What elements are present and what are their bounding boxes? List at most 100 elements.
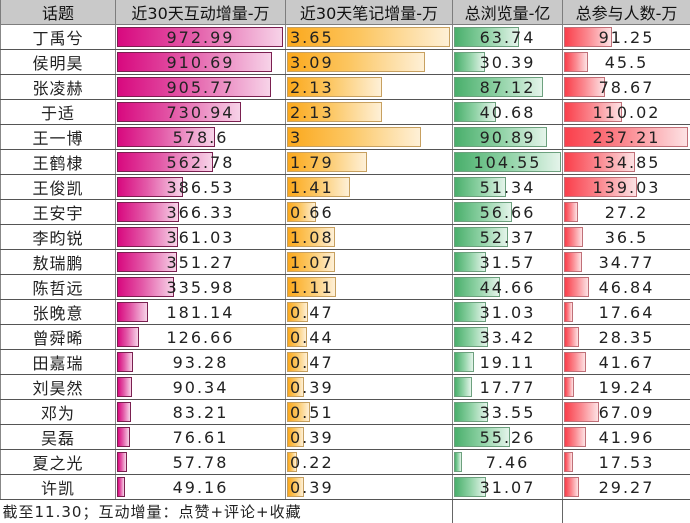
participants-cell: 139.03 bbox=[563, 175, 690, 200]
notes-cell: 3 bbox=[286, 125, 453, 150]
topic-name: 刘昊然 bbox=[1, 375, 116, 400]
header-interaction: 近30天互动增量-万 bbox=[116, 0, 286, 25]
participants-cell: 34.77 bbox=[563, 250, 690, 275]
notes-cell: 0.22 bbox=[286, 450, 453, 475]
views-cell: 56.66 bbox=[453, 200, 563, 225]
notes-cell: 2.13 bbox=[286, 75, 453, 100]
interaction-cell: 57.78 bbox=[116, 450, 286, 475]
interaction-cell: 126.66 bbox=[116, 325, 286, 350]
interaction-value: 181.14 bbox=[116, 302, 285, 323]
interaction-value: 361.03 bbox=[116, 227, 285, 248]
participants-cell: 110.02 bbox=[563, 100, 690, 125]
views-cell: 33.42 bbox=[453, 325, 563, 350]
topic-name: 丁禹兮 bbox=[1, 25, 116, 50]
views-cell: 31.03 bbox=[453, 300, 563, 325]
topic-name: 吴磊 bbox=[1, 425, 116, 450]
participants-cell: 41.96 bbox=[563, 425, 690, 450]
views-value: 19.11 bbox=[453, 352, 562, 373]
interaction-value: 905.77 bbox=[116, 77, 285, 98]
notes-cell: 2.13 bbox=[286, 100, 453, 125]
topic-name: 王一博 bbox=[1, 125, 116, 150]
participants-cell: 134.85 bbox=[563, 150, 690, 175]
participants-cell: 46.84 bbox=[563, 275, 690, 300]
interaction-value: 562.78 bbox=[116, 152, 285, 173]
topic-name: 王俊凯 bbox=[1, 175, 116, 200]
topic-name: 邓为 bbox=[1, 400, 116, 425]
notes-cell: 0.47 bbox=[286, 300, 453, 325]
notes-value: 2.13 bbox=[286, 77, 452, 98]
notes-value: 0.39 bbox=[286, 427, 452, 448]
views-cell: 44.66 bbox=[453, 275, 563, 300]
participants-value: 41.67 bbox=[563, 352, 690, 373]
topic-name: 王安宇 bbox=[1, 200, 116, 225]
participants-value: 67.09 bbox=[563, 402, 690, 423]
participants-value: 78.67 bbox=[563, 77, 690, 98]
topic-name: 李昀锐 bbox=[1, 225, 116, 250]
notes-value: 0.22 bbox=[286, 452, 452, 473]
interaction-value: 386.53 bbox=[116, 177, 285, 198]
participants-cell: 17.64 bbox=[563, 300, 690, 325]
views-cell: 30.39 bbox=[453, 50, 563, 75]
header-views: 总浏览量-亿 bbox=[453, 0, 563, 25]
notes-cell: 0.47 bbox=[286, 350, 453, 375]
header-participants: 总参与人数-万 bbox=[563, 0, 690, 25]
participants-value: 17.53 bbox=[563, 452, 690, 473]
topic-name: 张晚意 bbox=[1, 300, 116, 325]
notes-cell: 1.07 bbox=[286, 250, 453, 275]
footer-empty-cell bbox=[453, 500, 563, 523]
interaction-cell: 76.61 bbox=[116, 425, 286, 450]
notes-cell: 0.51 bbox=[286, 400, 453, 425]
interaction-value: 730.94 bbox=[116, 102, 285, 123]
participants-cell: 29.27 bbox=[563, 475, 690, 500]
views-value: 104.55 bbox=[453, 152, 562, 173]
participants-value: 139.03 bbox=[563, 177, 690, 198]
views-value: 63.74 bbox=[453, 27, 562, 48]
interaction-cell: 386.53 bbox=[116, 175, 286, 200]
interaction-value: 76.61 bbox=[116, 427, 285, 448]
interaction-cell: 910.69 bbox=[116, 50, 286, 75]
topic-name: 田嘉瑞 bbox=[1, 350, 116, 375]
views-value: 87.12 bbox=[453, 77, 562, 98]
interaction-value: 90.34 bbox=[116, 377, 285, 398]
interaction-cell: 335.98 bbox=[116, 275, 286, 300]
notes-cell: 0.66 bbox=[286, 200, 453, 225]
participants-value: 27.2 bbox=[563, 202, 690, 223]
notes-value: 0.47 bbox=[286, 302, 452, 323]
participants-cell: 19.24 bbox=[563, 375, 690, 400]
participants-value: 17.64 bbox=[563, 302, 690, 323]
participants-value: 28.35 bbox=[563, 327, 690, 348]
participants-value: 36.5 bbox=[563, 227, 690, 248]
topic-name: 许凯 bbox=[1, 475, 116, 500]
topic-name: 陈哲远 bbox=[1, 275, 116, 300]
interaction-cell: 90.34 bbox=[116, 375, 286, 400]
views-value: 90.89 bbox=[453, 127, 562, 148]
interaction-cell: 578.6 bbox=[116, 125, 286, 150]
topic-name: 侯明昊 bbox=[1, 50, 116, 75]
views-value: 33.42 bbox=[453, 327, 562, 348]
views-value: 51.34 bbox=[453, 177, 562, 198]
notes-value: 1.11 bbox=[286, 277, 452, 298]
topic-name: 曾舜晞 bbox=[1, 325, 116, 350]
views-cell: 19.11 bbox=[453, 350, 563, 375]
views-cell: 104.55 bbox=[453, 150, 563, 175]
views-value: 17.77 bbox=[453, 377, 562, 398]
notes-value: 0.66 bbox=[286, 202, 452, 223]
views-cell: 90.89 bbox=[453, 125, 563, 150]
participants-value: 46.84 bbox=[563, 277, 690, 298]
notes-cell: 3.65 bbox=[286, 25, 453, 50]
views-cell: 55.26 bbox=[453, 425, 563, 450]
notes-cell: 0.39 bbox=[286, 425, 453, 450]
notes-value: 0.47 bbox=[286, 352, 452, 373]
notes-value: 0.51 bbox=[286, 402, 452, 423]
